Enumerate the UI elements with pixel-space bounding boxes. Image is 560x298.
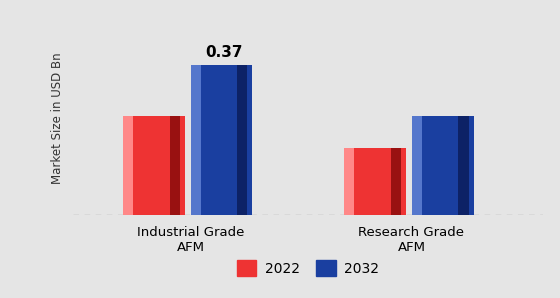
Bar	[123, 116, 133, 215]
Bar	[391, 148, 401, 215]
Bar	[128, 116, 185, 215]
Legend: 2022, 2032: 2022, 2032	[231, 255, 385, 281]
Bar	[170, 116, 180, 215]
Bar	[412, 116, 422, 215]
Bar	[196, 65, 253, 215]
Bar	[344, 148, 354, 215]
Bar	[417, 116, 474, 215]
Text: 0.37: 0.37	[206, 45, 243, 60]
Y-axis label: Market Size in USD Bn: Market Size in USD Bn	[52, 52, 64, 184]
Bar	[458, 116, 469, 215]
Bar	[349, 148, 406, 215]
Bar	[191, 65, 201, 215]
Bar	[237, 65, 248, 215]
